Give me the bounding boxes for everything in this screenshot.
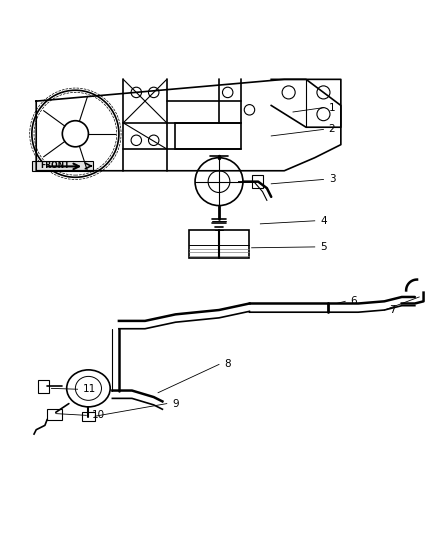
Ellipse shape bbox=[67, 370, 110, 407]
Text: 7: 7 bbox=[390, 305, 396, 315]
Text: FRONT: FRONT bbox=[41, 161, 70, 171]
Text: 8: 8 bbox=[224, 359, 231, 369]
Bar bbox=[188, 230, 250, 258]
Bar bbox=[39, 379, 49, 393]
Text: 4: 4 bbox=[320, 216, 327, 226]
Text: 11: 11 bbox=[83, 384, 96, 394]
Text: 1: 1 bbox=[328, 103, 336, 112]
Bar bbox=[47, 409, 62, 419]
Text: 2: 2 bbox=[328, 124, 336, 134]
Text: 10: 10 bbox=[92, 410, 105, 421]
Text: 9: 9 bbox=[172, 399, 179, 409]
FancyBboxPatch shape bbox=[32, 161, 93, 171]
Bar bbox=[176, 123, 241, 149]
Text: 6: 6 bbox=[350, 296, 357, 306]
Bar bbox=[82, 413, 95, 421]
Text: 5: 5 bbox=[320, 242, 327, 252]
Text: 3: 3 bbox=[328, 174, 336, 184]
Bar bbox=[252, 175, 262, 188]
